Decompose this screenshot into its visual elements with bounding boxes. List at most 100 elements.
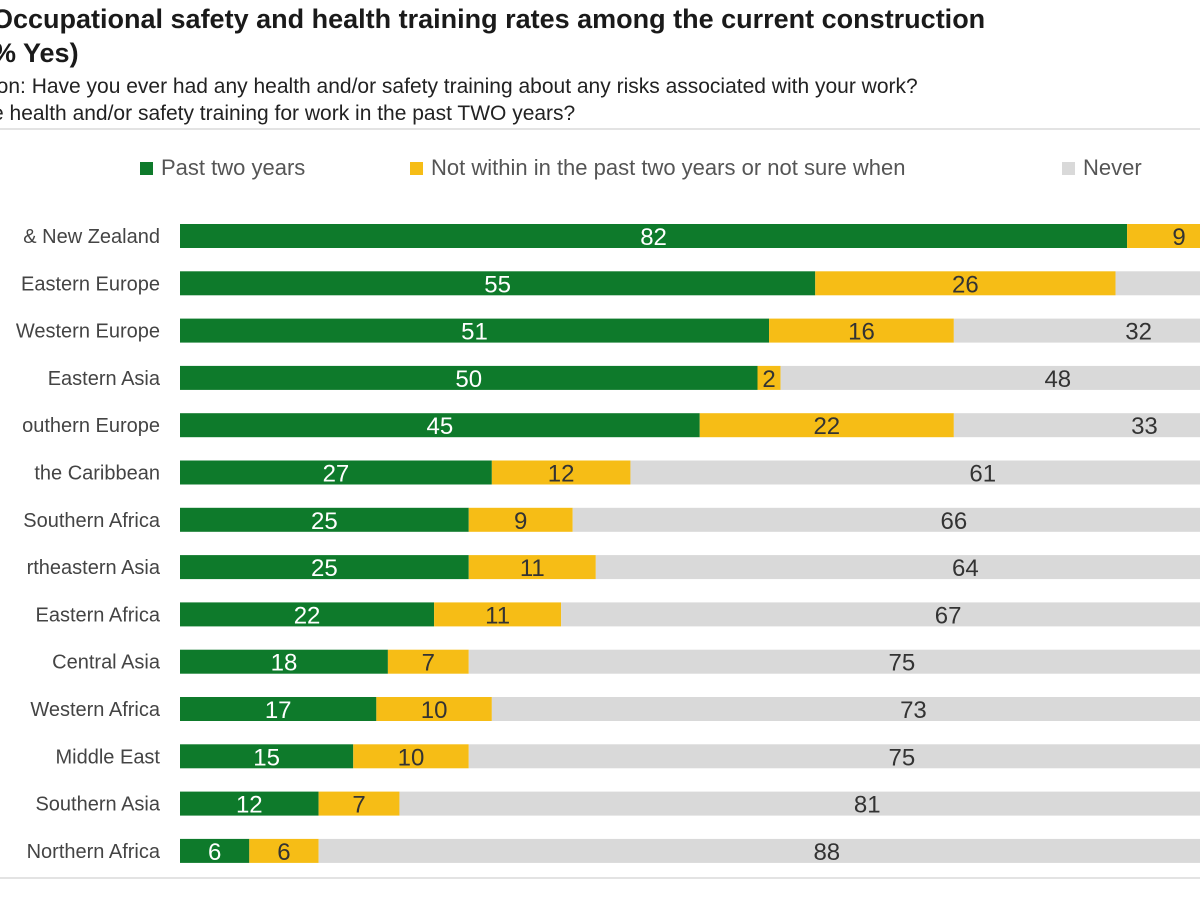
category-label-rtheastern-asia: rtheastern Asia <box>27 557 161 579</box>
value-label-past-two-years-northern-africa: 6 <box>208 839 221 866</box>
value-label-not-within-in-western-europe: 16 <box>848 319 875 346</box>
value-label-never-rtheastern-asia: 64 <box>952 555 979 582</box>
value-label-never-the-caribbean: 61 <box>969 461 996 488</box>
header-divider <box>0 128 1200 130</box>
chart-title: Occupational safety and health training … <box>0 4 986 34</box>
value-label-past-two-years-southern-africa: 25 <box>311 508 338 535</box>
legend-item-not-within: Not within in the past two years or not … <box>410 154 905 182</box>
value-label-never-outhern-europe: 33 <box>1131 413 1158 440</box>
value-label-never-northern-africa: 88 <box>813 839 840 866</box>
value-label-never-western-africa: 73 <box>900 697 927 724</box>
bar-not-within-in-outhern-europe <box>699 413 954 438</box>
value-label-never-central-asia: 75 <box>889 650 916 677</box>
value-label-past-two-years-western-africa: 17 <box>265 697 292 724</box>
bar-never-western-africa <box>491 697 1200 721</box>
bar-past-two-years-southern-africa <box>180 507 469 532</box>
bar-not-within-in-southern-africa <box>468 507 573 532</box>
value-label-not-within-in-southern-africa: 9 <box>514 508 527 535</box>
value-label-never-southern-africa: 66 <box>940 508 967 535</box>
bar-never-middle-east <box>468 744 1200 769</box>
value-label-never-eastern-asia: 48 <box>1044 366 1071 393</box>
bar-never-outhern-europe <box>953 413 1200 438</box>
category-label-northern-africa: Northern Africa <box>27 841 161 863</box>
value-label-never-southern-asia: 81 <box>854 792 881 819</box>
value-label-past-two-years-new-zealand: 82 <box>640 224 667 251</box>
category-label-southern-asia: Southern Asia <box>35 794 160 816</box>
bar-never-western-europe <box>953 318 1200 343</box>
bar-never-eastern-africa <box>561 602 1200 627</box>
bar-past-two-years-western-europe <box>180 318 770 343</box>
bar-past-two-years-outhern-europe <box>180 413 700 438</box>
bar-never-southern-asia <box>399 791 1200 816</box>
bar-never-northern-africa <box>318 838 1200 863</box>
bar-not-within-in-middle-east <box>353 744 469 769</box>
bar-past-two-years-central-asia <box>180 649 388 674</box>
legend-item-past-two-years: Past two years <box>140 154 305 182</box>
bar-past-two-years-rtheastern-asia <box>180 555 469 580</box>
value-label-past-two-years-the-caribbean: 27 <box>323 461 350 488</box>
legend-swatch-not-within <box>410 161 423 175</box>
bar-never-southern-africa <box>572 507 1200 532</box>
category-label-central-asia: Central Asia <box>52 652 161 674</box>
value-label-never-western-europe: 32 <box>1125 319 1152 346</box>
value-label-past-two-years-eastern-africa: 22 <box>294 602 321 629</box>
stacked-bar-chart: & New Zealand 82 9 Eastern Europe 55 2 6 Wester… <box>16 224 1200 866</box>
bar-past-two-years-the-caribbean <box>180 460 492 485</box>
legend-label-past-two-years: Past two years <box>161 155 306 180</box>
bar-never-central-asia <box>468 649 1200 674</box>
bar-not-within-in-new-zealand <box>1127 224 1200 248</box>
survey-question-2: e health and/or safety training for work… <box>0 102 576 125</box>
value-label-not-within-in-southern-asia: 7 <box>352 792 365 819</box>
survey-question-1: ion: Have you ever had any health and/or… <box>0 75 918 98</box>
bar-not-within-in-southern-asia <box>318 791 400 816</box>
bar-not-within-in-eastern-africa <box>434 602 562 627</box>
value-label-not-within-in-middle-east: 10 <box>398 744 425 771</box>
legend-swatch-never <box>1062 161 1075 175</box>
category-label-southern-africa: Southern Africa <box>23 510 161 532</box>
value-label-past-two-years-outhern-europe: 45 <box>427 413 454 440</box>
value-label-past-two-years-western-europe: 51 <box>461 319 488 346</box>
bar-not-within-in-western-africa <box>376 697 492 721</box>
category-label-eastern-europe: Eastern Europe <box>21 273 160 295</box>
value-label-past-two-years-eastern-asia: 50 <box>455 366 482 393</box>
bar-not-within-in-eastern-europe <box>815 271 1116 296</box>
chart-title-continued: % Yes) <box>0 38 79 68</box>
value-label-not-within-in-eastern-asia: 2 <box>762 366 775 393</box>
category-label-outhern-europe: outhern Europe <box>22 415 160 437</box>
category-label-new-zealand: & New Zealand <box>23 226 160 248</box>
bar-not-within-in-central-asia <box>387 649 469 674</box>
value-label-not-within-in-rtheastern-asia: 11 <box>520 555 545 582</box>
value-label-not-within-in-outhern-europe: 22 <box>813 413 840 440</box>
value-label-not-within-in-western-africa: 10 <box>421 697 448 724</box>
category-label-eastern-asia: Eastern Asia <box>48 368 161 390</box>
value-label-past-two-years-eastern-europe: 55 <box>484 271 511 298</box>
legend-label-never: Never <box>1083 155 1142 180</box>
category-label-western-africa: Western Africa <box>30 699 161 721</box>
category-label-eastern-africa: Eastern Africa <box>35 604 160 626</box>
category-label-middle-east: Middle East <box>56 746 161 768</box>
bar-not-within-in-western-europe <box>769 318 954 343</box>
legend-item-never: Never <box>1062 154 1142 182</box>
bar-past-two-years-eastern-europe <box>180 271 816 296</box>
legend-swatch-past-two-years <box>140 161 153 175</box>
bar-never-eastern-europe <box>1115 271 1200 296</box>
category-label-the-caribbean: the Caribbean <box>34 463 160 485</box>
bar-not-within-in-northern-africa <box>249 838 319 863</box>
chart-bottom-rule <box>0 877 1200 879</box>
value-label-never-middle-east: 75 <box>889 744 916 771</box>
bar-never-the-caribbean <box>630 460 1200 485</box>
value-label-past-two-years-central-asia: 18 <box>271 650 298 677</box>
value-label-past-two-years-southern-asia: 12 <box>236 792 263 819</box>
bar-not-within-in-eastern-asia <box>757 365 781 390</box>
value-label-not-within-in-eastern-africa: 11 <box>485 602 510 629</box>
category-label-western-europe: Western Europe <box>16 321 160 343</box>
value-label-past-two-years-middle-east: 15 <box>253 744 280 771</box>
bar-past-two-years-eastern-asia <box>180 365 758 390</box>
bar-past-two-years-northern-africa <box>180 838 250 863</box>
value-label-not-within-in-new-zealand: 9 <box>1172 224 1185 251</box>
bar-never-rtheastern-asia <box>595 555 1200 580</box>
bar-past-two-years-southern-asia <box>180 791 319 816</box>
bar-not-within-in-the-caribbean <box>491 460 631 485</box>
bar-past-two-years-middle-east <box>180 744 354 769</box>
